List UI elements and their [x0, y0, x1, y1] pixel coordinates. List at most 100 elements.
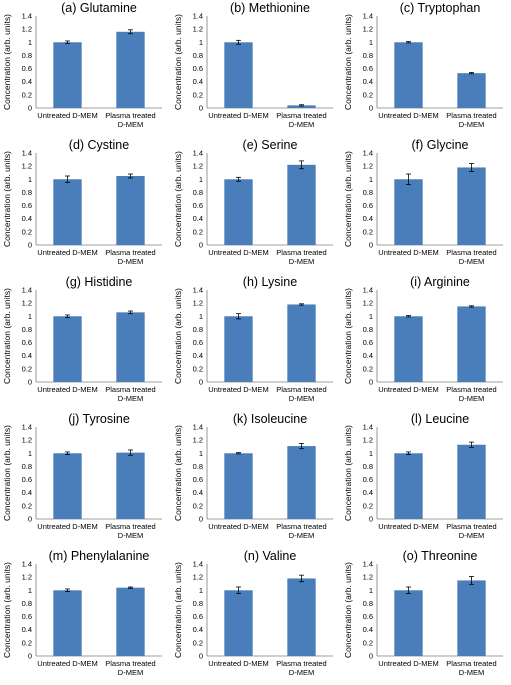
y-tick-label: 1.2 [193, 573, 203, 582]
y-tick-label: 0.6 [363, 612, 373, 621]
bar [394, 316, 423, 382]
x-category-label-line: Untreated D-MEM [37, 111, 97, 120]
y-tick-label: 1.4 [363, 149, 373, 158]
x-category-label-line: Plasma treated [446, 248, 496, 257]
y-tick-label: 0.2 [363, 227, 373, 236]
x-category-label-line: Untreated D-MEM [208, 522, 268, 531]
chart-panel: (j) Tyrosine Concentration (arb. units) 0 0… [2, 412, 162, 540]
x-category-label-line: Plasma treated [105, 248, 155, 257]
y-tick-label: 0.6 [363, 338, 373, 347]
y-tick-label: 0.8 [22, 462, 32, 471]
y-tick-label: 0.4 [193, 625, 203, 634]
y-tick-label: 0.4 [193, 351, 203, 360]
y-axis-label: Concentration (arb. units) [2, 151, 12, 247]
y-axis-label: Concentration (arb. units) [2, 562, 12, 658]
x-category-label-line: Untreated D-MEM [208, 385, 268, 394]
x-category-label-line: Plasma treated [446, 659, 496, 668]
bar [116, 587, 145, 656]
x-category-label-line: Untreated D-MEM [37, 385, 97, 394]
y-tick-label: 0.4 [363, 488, 373, 497]
y-tick-label: 0.4 [363, 77, 373, 86]
chart-panel: (f) Glycine Concentration (arb. units) 0 0.… [343, 138, 503, 266]
chart-title: (i) Arginine [410, 275, 470, 289]
y-tick-label: 1.2 [22, 573, 32, 582]
bar [53, 316, 82, 382]
y-tick-label: 0 [369, 104, 373, 113]
y-tick-label: 1.4 [22, 286, 32, 295]
x-category-label-line: Plasma treated [446, 522, 496, 531]
bar [224, 590, 253, 656]
y-tick-label: 1 [28, 586, 32, 595]
x-category-label-line: D-MEM [459, 531, 484, 540]
x-category-label-line: Plasma treated [276, 111, 326, 120]
x-category-label-line: Plasma treated [105, 111, 155, 120]
y-tick-label: 0 [199, 241, 203, 250]
x-category-label: Untreated D-MEM [37, 385, 97, 394]
chart-panel: (c) Tryptophan Concentration (arb. units)… [343, 1, 503, 129]
x-category-label-line: Plasma treated [105, 659, 155, 668]
y-tick-label: 0.8 [22, 51, 32, 60]
x-category-label-line: Untreated D-MEM [378, 522, 438, 531]
chart-title: (g) Histidine [66, 275, 133, 289]
x-category-label-line: Plasma treated [276, 522, 326, 531]
y-tick-label: 0.8 [22, 188, 32, 197]
y-tick-label: 1 [369, 449, 373, 458]
chart-panel: (m) Phenylalanine Concentration (arb. uni… [2, 549, 162, 677]
bar [457, 73, 486, 108]
y-tick-label: 0.8 [22, 325, 32, 334]
bar [116, 176, 145, 245]
y-tick-label: 0.6 [363, 64, 373, 73]
bar [457, 306, 486, 382]
chart-panel: (l) Leucine Concentration (arb. units) 0 0.… [343, 412, 503, 540]
y-tick-label: 1.2 [193, 162, 203, 171]
x-category-label-line: Plasma treated [276, 659, 326, 668]
y-tick-label: 0.4 [22, 214, 32, 223]
x-category-label: Untreated D-MEM [208, 248, 268, 257]
y-tick-label: 1.2 [363, 299, 373, 308]
y-tick-label: 0.2 [193, 364, 203, 373]
chart-panel: (b) Methionine Concentration (arb. units)… [173, 1, 333, 129]
x-category-label: Untreated D-MEM [208, 522, 268, 531]
y-tick-label: 0.2 [363, 364, 373, 373]
y-tick-label: 0.2 [193, 501, 203, 510]
bar [457, 580, 486, 656]
y-tick-label: 1.2 [193, 436, 203, 445]
y-tick-label: 1 [369, 175, 373, 184]
chart-title: (l) Leucine [411, 412, 469, 426]
y-tick-label: 1.4 [22, 12, 32, 21]
y-axis-label: Concentration (arb. units) [173, 425, 183, 521]
y-tick-label: 0 [28, 515, 32, 524]
x-category-label: Untreated D-MEM [208, 659, 268, 668]
chart-panel: (o) Threonine Concentration (arb. units) 0… [343, 549, 503, 677]
x-category-label: Untreated D-MEM [208, 385, 268, 394]
y-tick-label: 0.4 [22, 77, 32, 86]
bar [287, 578, 316, 656]
bar [394, 179, 423, 245]
x-category-label-line: Plasma treated [276, 385, 326, 394]
chart-title: (j) Tyrosine [68, 412, 130, 426]
y-axis-label: Concentration (arb. units) [343, 151, 353, 247]
y-tick-label: 0.6 [22, 201, 32, 210]
y-tick-label: 0.8 [193, 325, 203, 334]
x-category-label-line: Untreated D-MEM [37, 248, 97, 257]
y-tick-label: 0.6 [193, 64, 203, 73]
bar [53, 179, 82, 245]
y-tick-label: 0.6 [363, 475, 373, 484]
x-category-label-line: D-MEM [118, 394, 143, 403]
y-axis-label: Concentration (arb. units) [2, 14, 12, 110]
y-tick-label: 0.8 [363, 188, 373, 197]
x-category-label: Untreated D-MEM [378, 111, 438, 120]
y-tick-label: 1 [199, 38, 203, 47]
bar [457, 444, 486, 519]
x-category-label: Untreated D-MEM [37, 111, 97, 120]
bar [287, 304, 316, 382]
x-category-label-line: D-MEM [118, 257, 143, 266]
y-tick-label: 0.8 [363, 51, 373, 60]
x-category-label-line: Plasma treated [276, 248, 326, 257]
y-tick-label: 0 [369, 652, 373, 661]
y-tick-label: 0.4 [193, 77, 203, 86]
y-tick-label: 0.4 [193, 488, 203, 497]
bar [116, 312, 145, 382]
y-tick-label: 0 [199, 104, 203, 113]
y-tick-label: 0.6 [363, 201, 373, 210]
